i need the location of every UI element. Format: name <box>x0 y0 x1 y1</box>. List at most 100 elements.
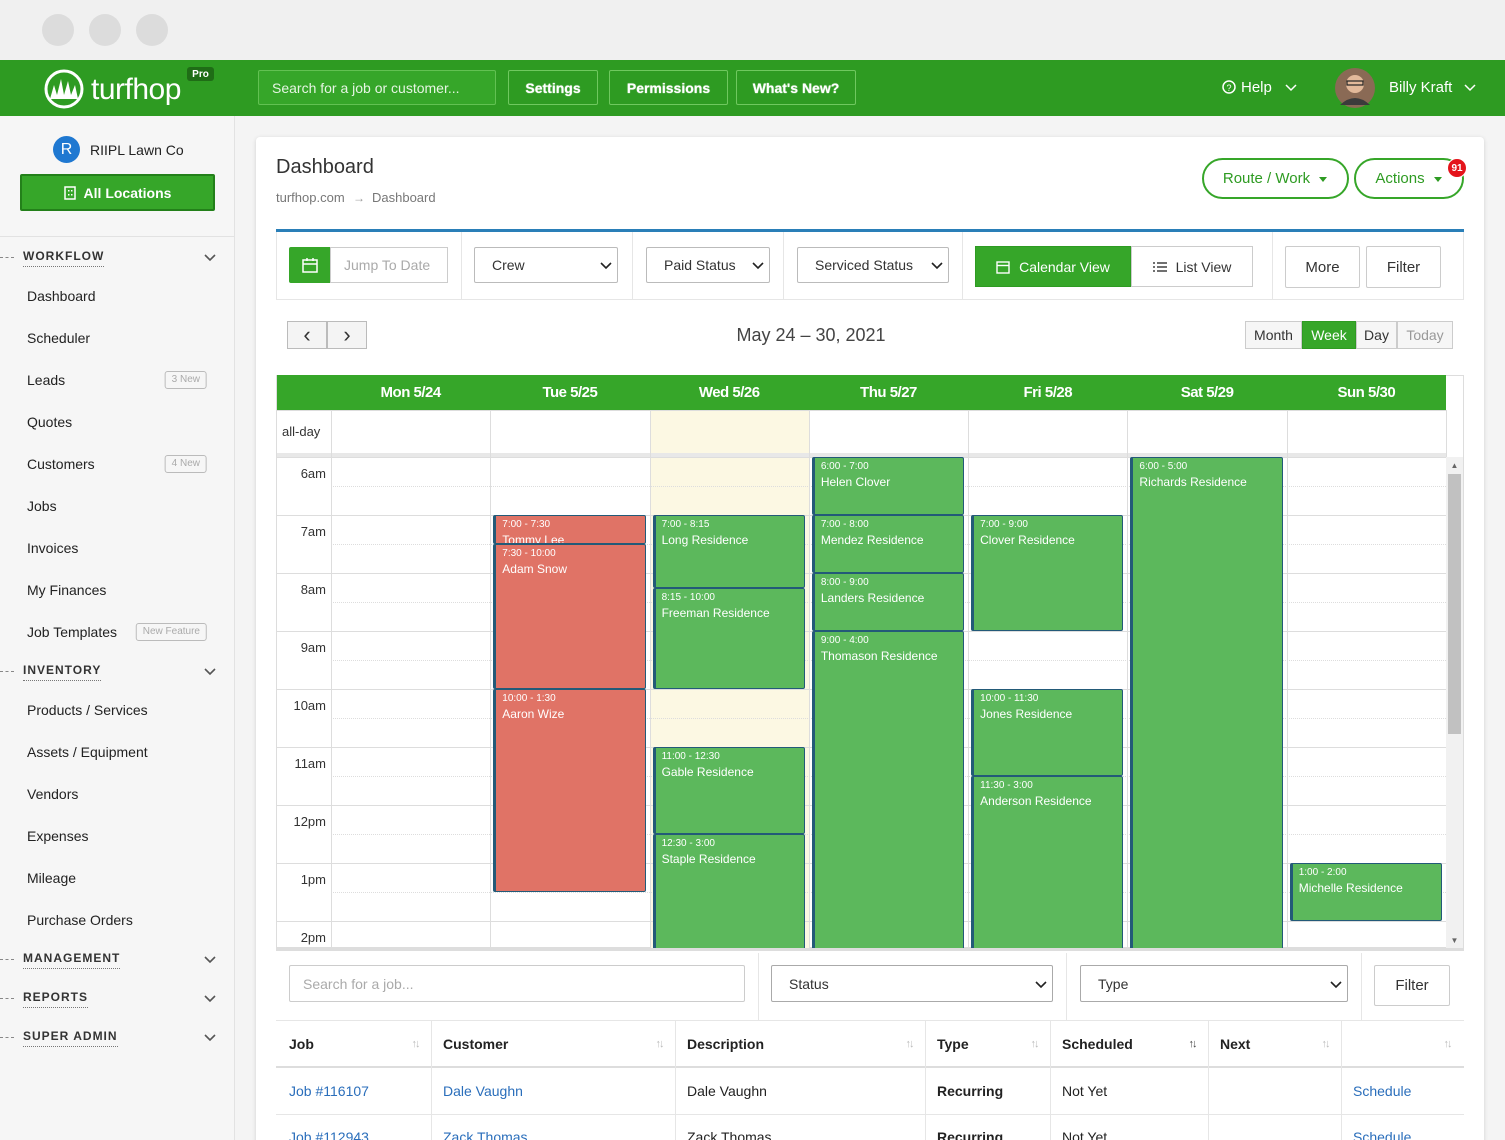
calendar-bottom-border <box>276 948 1464 951</box>
sort-icon[interactable]: ↑↓ <box>1443 1038 1453 1050</box>
calendar-event[interactable]: 1:00 - 2:00 Michelle Residence <box>1289 863 1442 921</box>
column-header[interactable]: Type <box>937 1036 969 1052</box>
list-view-button[interactable]: List View <box>1131 246 1253 287</box>
nav-item[interactable]: Purchase Orders <box>27 912 133 928</box>
nav-item[interactable]: My Finances <box>27 582 107 598</box>
breadcrumb-link[interactable]: turfhop.com <box>276 190 345 205</box>
user-avatar[interactable] <box>1334 67 1376 109</box>
calendar-event[interactable]: 8:00 - 9:00 Landers Residence <box>811 573 965 631</box>
calendar-view-toggle[interactable]: Week <box>1302 321 1356 349</box>
nav-item[interactable]: Dashboard <box>27 288 96 304</box>
location-button[interactable]: All Locations <box>20 174 215 211</box>
job-filter-select[interactable]: Type <box>1080 965 1348 1002</box>
user-menu[interactable]: Billy Kraft <box>1389 78 1453 96</box>
event-title: Adam Snow <box>502 562 567 576</box>
calendar-event[interactable]: 9:00 - 4:00 Thomason Residence <box>811 631 965 948</box>
day-column-line <box>1127 410 1129 948</box>
calendar-event[interactable]: 10:00 - 11:30 Jones Residence <box>971 689 1124 776</box>
sort-icon[interactable]: ↑↓ <box>905 1038 915 1050</box>
calendar-view-toggle[interactable]: Today <box>1397 321 1453 349</box>
jump-to-date[interactable]: Jump To Date <box>330 247 448 283</box>
table-cell[interactable]: Job #112943 <box>289 1129 369 1140</box>
nav-item[interactable]: Quotes <box>27 414 73 430</box>
calendar-event[interactable]: 7:00 - 7:30 Tommy Lee <box>493 515 646 544</box>
table-cell[interactable]: Schedule <box>1353 1129 1412 1140</box>
calendar-view-toggle[interactable]: Day <box>1356 321 1397 349</box>
window-dot[interactable] <box>136 14 168 46</box>
column-header[interactable]: Customer <box>443 1036 509 1052</box>
column-divider <box>1208 1020 1209 1140</box>
section-title[interactable]: REPORTS <box>23 988 89 1008</box>
column-header[interactable]: Job <box>289 1036 314 1052</box>
job-search[interactable]: Search for a job... <box>289 965 745 1002</box>
calendar-view-button[interactable]: Calendar View <box>975 246 1131 287</box>
header-button[interactable]: What's New? <box>736 70 856 105</box>
toolbar-button[interactable]: More <box>1285 246 1360 288</box>
scrollbar-thumb[interactable] <box>1448 474 1461 734</box>
section-title[interactable]: MANAGEMENT <box>23 949 121 969</box>
header-button[interactable]: Permissions <box>609 70 728 105</box>
date-picker-button[interactable] <box>289 247 330 283</box>
sort-icon[interactable]: ↑↓ <box>1321 1038 1331 1050</box>
table-cell[interactable]: Dale Vaughn <box>443 1083 523 1099</box>
section-title[interactable]: INVENTORY <box>23 661 102 681</box>
calendar-event[interactable]: 6:00 - 7:00 Helen Clover <box>811 457 965 515</box>
nav-arrow[interactable]: › <box>327 321 367 349</box>
filter-select[interactable]: Serviced Status <box>797 247 949 283</box>
scroll-down[interactable]: ▼ <box>1450 935 1459 945</box>
global-search[interactable]: Search for a job or customer... <box>258 70 496 105</box>
calendar-event[interactable]: 8:15 - 10:00 Freeman Residence <box>652 587 805 689</box>
job-filter-select[interactable]: Status <box>771 965 1053 1002</box>
section-title[interactable]: WORKFLOW <box>23 247 105 267</box>
nav-item[interactable]: Customers <box>27 456 95 472</box>
event-title: Jones Residence <box>980 707 1073 721</box>
table-cell[interactable]: Schedule <box>1353 1083 1412 1099</box>
all-day-divider <box>277 453 1446 457</box>
nav-item[interactable]: Products / Services <box>27 702 148 718</box>
calendar-event[interactable]: 7:30 - 10:00 Adam Snow <box>493 544 646 689</box>
job-filter-button[interactable]: Filter <box>1374 965 1450 1006</box>
sort-icon[interactable]: ↑↓ <box>1030 1038 1040 1050</box>
nav-item[interactable]: Job Templates <box>27 624 118 640</box>
nav-item[interactable]: Scheduler <box>27 330 91 346</box>
calendar-view-toggle[interactable]: Month <box>1245 321 1302 349</box>
window-dot[interactable] <box>89 14 121 46</box>
nav-item[interactable]: Jobs <box>27 498 57 514</box>
nav-item[interactable]: Mileage <box>27 870 77 886</box>
event-title: Thomason Residence <box>820 649 938 663</box>
filter-select[interactable]: Paid Status <box>646 247 770 283</box>
nav-item[interactable]: Assets / Equipment <box>27 744 148 760</box>
nav-arrow[interactable]: ‹ <box>287 321 327 349</box>
calendar-event[interactable]: 10:00 - 1:30 Aaron Wize <box>493 689 646 892</box>
column-header[interactable]: Description <box>687 1036 765 1052</box>
nav-item[interactable]: Invoices <box>27 540 79 556</box>
sort-icon[interactable]: ↑↓ <box>411 1038 421 1050</box>
calendar-event[interactable]: 7:00 - 9:00 Clover Residence <box>971 515 1124 631</box>
calendar-event[interactable]: 11:30 - 3:00 Anderson Residence <box>971 776 1124 948</box>
calendar-event[interactable]: 7:00 - 8:00 Mendez Residence <box>811 515 965 573</box>
column-header[interactable]: Scheduled <box>1062 1036 1133 1052</box>
calendar-event[interactable]: 11:00 - 12:30 Gable Residence <box>652 747 805 834</box>
table-cell[interactable]: Job #116107 <box>289 1083 369 1099</box>
page-action-button[interactable]: Actions <box>1354 158 1464 199</box>
calendar-event[interactable]: 6:00 - 5:00 Richards Residence <box>1130 457 1283 948</box>
toolbar-button[interactable]: Filter <box>1366 246 1441 288</box>
filter-select[interactable]: Crew <box>474 247 618 283</box>
section-title[interactable]: SUPER ADMIN <box>23 1027 118 1047</box>
window-dot[interactable] <box>42 14 74 46</box>
help-menu[interactable]: Help <box>1241 78 1272 96</box>
calendar-event[interactable]: 12:30 - 3:00 Staple Residence <box>652 834 805 948</box>
header-button[interactable]: Settings <box>508 70 598 105</box>
event-title: Long Residence <box>661 533 749 547</box>
page-action-button[interactable]: Route / Work <box>1202 158 1349 199</box>
scroll-up[interactable]: ▲ <box>1450 460 1459 470</box>
toolbar-divider <box>1272 232 1273 300</box>
nav-item[interactable]: Expenses <box>27 828 89 844</box>
nav-item[interactable]: Leads <box>27 372 66 388</box>
nav-item[interactable]: Vendors <box>27 786 79 802</box>
calendar-event[interactable]: 7:00 - 8:15 Long Residence <box>652 515 805 588</box>
sort-icon[interactable]: ↑↓ <box>655 1038 665 1050</box>
sort-icon[interactable]: ↑↓ <box>1188 1038 1198 1050</box>
table-cell[interactable]: Zack Thomas <box>443 1129 528 1140</box>
column-header[interactable]: Next <box>1220 1036 1251 1052</box>
